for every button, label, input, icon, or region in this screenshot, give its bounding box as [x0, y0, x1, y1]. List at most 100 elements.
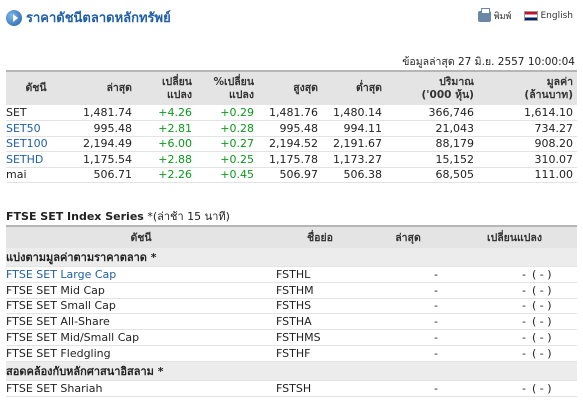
index-change: +2.26: [136, 167, 196, 183]
index-low: 1,480.14: [322, 105, 386, 121]
table-row: SET100 2,194.49 +6.00 +0.27 2,194.52 2,1…: [6, 136, 577, 152]
index-volume: 21,043: [386, 120, 478, 137]
group-label: สอดคล้องกับหลักศาสนาอิสลาม *: [6, 361, 577, 381]
col-last: ล่าสุด: [66, 70, 136, 105]
index-high: 1,481.76: [258, 105, 322, 121]
col-ftse-symbol: ชื่อย่อ: [276, 225, 364, 248]
ftse-change: -: [452, 266, 532, 283]
index-last: 995.48: [66, 120, 136, 137]
index-table: ดัชนี ล่าสุด เปลี่ยน แปลง %เปลี่ยน แปลง สู…: [6, 70, 577, 183]
col-pct-change: %เปลี่ยน แปลง: [196, 70, 258, 105]
ftse-index-link[interactable]: FTSE SET Large Cap: [6, 266, 276, 283]
ftse-change: -: [452, 313, 532, 331]
ftse-table: ดัชนี ชื่อย่อ ล่าสุด เปลี่ยนแปลง แบ่งตาม…: [6, 225, 577, 397]
index-pct-change: +0.27: [196, 136, 258, 152]
ftse-last: -: [364, 266, 452, 283]
index-name-link[interactable]: SET50: [6, 120, 66, 137]
table-row: SET50 995.48 +2.81 +0.28 995.48 994.11 2…: [6, 120, 577, 137]
col-index: ดัชนี: [6, 70, 66, 105]
printer-icon[interactable]: [477, 7, 491, 22]
table-row: mai 506.71 +2.26 +0.45 506.97 506.38 68,…: [6, 167, 577, 183]
ftse-index-name: FTSE SET Small Cap: [6, 298, 276, 315]
index-name: mai: [6, 167, 66, 183]
index-value: 908.20: [478, 136, 577, 152]
ftse-pct-change: ( - ): [532, 282, 577, 299]
index-volume: 366,746: [386, 105, 478, 121]
header-tools: พิมพ์ English: [477, 7, 574, 23]
last-updated: ข้อมูลล่าสุด 27 มิ.ย. 2557 10:00:04: [402, 56, 575, 68]
print-link[interactable]: พิมพ์: [493, 12, 512, 22]
table-row: FTSE SET Shariah FSTSH - - ( - ): [6, 380, 577, 397]
col-volume: ปริมาณ ('000 หุ้น): [386, 70, 478, 105]
page-title: ราคาดัชนีตลาดหลักทรัพย์: [26, 11, 171, 26]
index-value: 734.27: [478, 120, 577, 137]
col-high: สูงสุด: [258, 70, 322, 105]
table-row: FTSE SET All-Share FSTHA - - ( - ): [6, 313, 577, 331]
ftse-last: -: [364, 345, 452, 362]
index-low: 994.11: [322, 120, 386, 137]
ftse-change: -: [452, 298, 532, 315]
ftse-delay-note: *(ล่าช้า 15 นาที): [147, 210, 230, 223]
ftse-last: -: [364, 282, 452, 299]
table-row: FTSE SET Large Cap FSTHL - - ( - ): [6, 266, 577, 283]
english-link[interactable]: English: [540, 11, 574, 21]
ftse-symbol: FSTHS: [276, 298, 364, 315]
ftse-pct-change: ( - ): [532, 266, 577, 283]
index-low: 1,173.27: [322, 151, 386, 168]
index-volume: 88,179: [386, 136, 478, 152]
ftse-index-name: FTSE SET Mid/Small Cap: [6, 329, 276, 346]
index-pct-change: +0.25: [196, 151, 258, 168]
index-pct-change: +0.45: [196, 167, 258, 183]
index-high: 995.48: [258, 120, 322, 137]
table-row: SETHD 1,175.54 +2.88 +0.25 1,175.78 1,17…: [6, 151, 577, 168]
ftse-change: -: [452, 345, 532, 362]
index-value: 111.00: [478, 167, 577, 183]
ftse-pct-change: ( - ): [532, 345, 577, 362]
index-change: +4.26: [136, 105, 196, 121]
ftse-symbol: FSTHA: [276, 313, 364, 331]
index-name: SET: [6, 105, 66, 121]
index-name-link[interactable]: SET100: [6, 136, 66, 152]
uk-flag-icon[interactable]: [523, 11, 538, 21]
index-last: 2,194.49: [66, 136, 136, 152]
page-header: ราคาดัชนีตลาดหลักทรัพย์ พิมพ์ English: [0, 0, 583, 30]
col-ftse-change: เปลี่ยนแปลง: [452, 225, 577, 248]
col-change: เปลี่ยน แปลง: [136, 70, 196, 105]
ftse-index-name: FTSE SET Fledgling: [6, 345, 276, 362]
ftse-pct-change: ( - ): [532, 380, 577, 397]
col-ftse-index: ดัชนี: [6, 225, 276, 248]
index-pct-change: +0.28: [196, 120, 258, 137]
bullet-arrow-icon: [6, 9, 22, 26]
ftse-pct-change: ( - ): [532, 298, 577, 315]
col-value: มูลค่า (ล้านบาท): [478, 70, 577, 105]
group-label: แบ่งตามมูลค่าตามราคาตลาด *: [6, 248, 577, 267]
ftse-section-title: FTSE SET Index Series *(ล่าช้า 15 นาที): [6, 207, 230, 225]
ftse-symbol: FSTSH: [276, 380, 364, 397]
index-last: 1,481.74: [66, 105, 136, 121]
ftse-symbol: FSTHF: [276, 345, 364, 362]
table-row: FTSE SET Small Cap FSTHS - - ( - ): [6, 298, 577, 315]
index-high: 2,194.52: [258, 136, 322, 152]
ftse-change: -: [452, 282, 532, 299]
index-high: 506.97: [258, 167, 322, 183]
group-header-shariah: สอดคล้องกับหลักศาสนาอิสลาม *: [6, 361, 577, 381]
index-volume: 15,152: [386, 151, 478, 168]
ftse-change: -: [452, 380, 532, 397]
ftse-index-name: FTSE SET All-Share: [6, 313, 276, 331]
ftse-index-name: FTSE SET Shariah: [6, 380, 276, 397]
index-high: 1,175.78: [258, 151, 322, 168]
ftse-index-name: FTSE SET Mid Cap: [6, 282, 276, 299]
group-header-market-cap: แบ่งตามมูลค่าตามราคาตลาด *: [6, 248, 577, 267]
ftse-title: FTSE SET Index Series: [6, 210, 144, 223]
index-low: 2,191.67: [322, 136, 386, 152]
ftse-last: -: [364, 329, 452, 346]
table-row: FTSE SET Fledgling FSTHF - - ( - ): [6, 345, 577, 362]
index-low: 506.38: [322, 167, 386, 183]
table-row: FTSE SET Mid/Small Cap FSTHMS - - ( - ): [6, 329, 577, 346]
index-value: 310.07: [478, 151, 577, 168]
index-name-link[interactable]: SETHD: [6, 151, 66, 168]
ftse-symbol: FSTHMS: [276, 329, 364, 346]
index-change: +2.81: [136, 120, 196, 137]
ftse-table-header: ดัชนี ชื่อย่อ ล่าสุด เปลี่ยนแปลง: [6, 225, 577, 248]
ftse-last: -: [364, 380, 452, 397]
